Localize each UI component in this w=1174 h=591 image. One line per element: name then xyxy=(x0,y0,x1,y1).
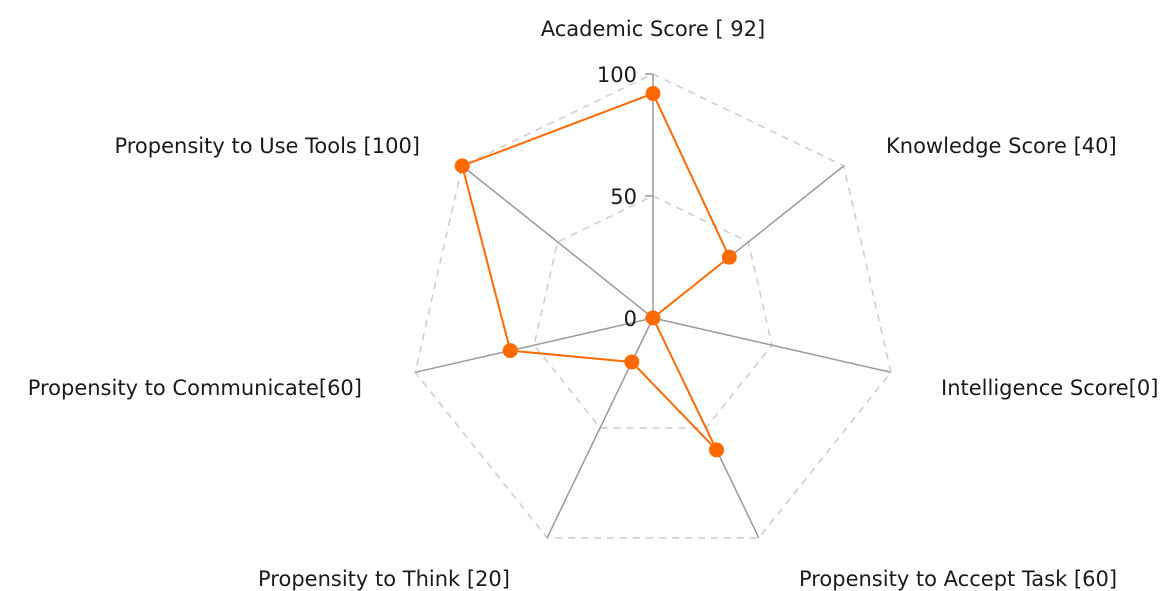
category-label: Intelligence Score[0] xyxy=(941,376,1158,400)
radial-tick-label: 100 xyxy=(597,63,637,87)
data-point xyxy=(454,158,470,174)
grid-layer xyxy=(414,73,892,539)
data-point xyxy=(645,310,661,326)
category-label: Academic Score [ 92] xyxy=(541,17,765,41)
category-label: Propensity to Think [20] xyxy=(258,567,510,591)
radial-ticks: 0 50 100 xyxy=(597,63,637,331)
data-point xyxy=(709,442,725,458)
series-line xyxy=(461,92,731,451)
radial-tick-label: 0 xyxy=(624,307,637,331)
radial-tick-label: 50 xyxy=(610,185,637,209)
axis-spoke xyxy=(461,165,654,319)
grid-ring-50 xyxy=(533,195,773,429)
data-point xyxy=(502,343,518,359)
axis-spoke xyxy=(414,317,654,374)
category-label: Knowledge Score [40] xyxy=(886,134,1117,158)
data-point xyxy=(624,354,640,370)
category-label: Propensity to Communicate[60] xyxy=(28,376,362,400)
data-point xyxy=(645,86,661,102)
category-label: Propensity to Accept Task [60] xyxy=(799,567,1117,591)
category-labels: Academic Score [ 92] Knowledge Score [40]… xyxy=(28,17,1159,591)
axis-spoke xyxy=(652,317,892,374)
axis-spoke xyxy=(546,317,654,539)
data-point xyxy=(721,249,737,265)
category-label: Propensity to Use Tools [100] xyxy=(114,134,420,158)
grid-ring-100 xyxy=(414,73,892,539)
series-layer xyxy=(454,86,737,458)
axes-layer xyxy=(414,73,892,539)
